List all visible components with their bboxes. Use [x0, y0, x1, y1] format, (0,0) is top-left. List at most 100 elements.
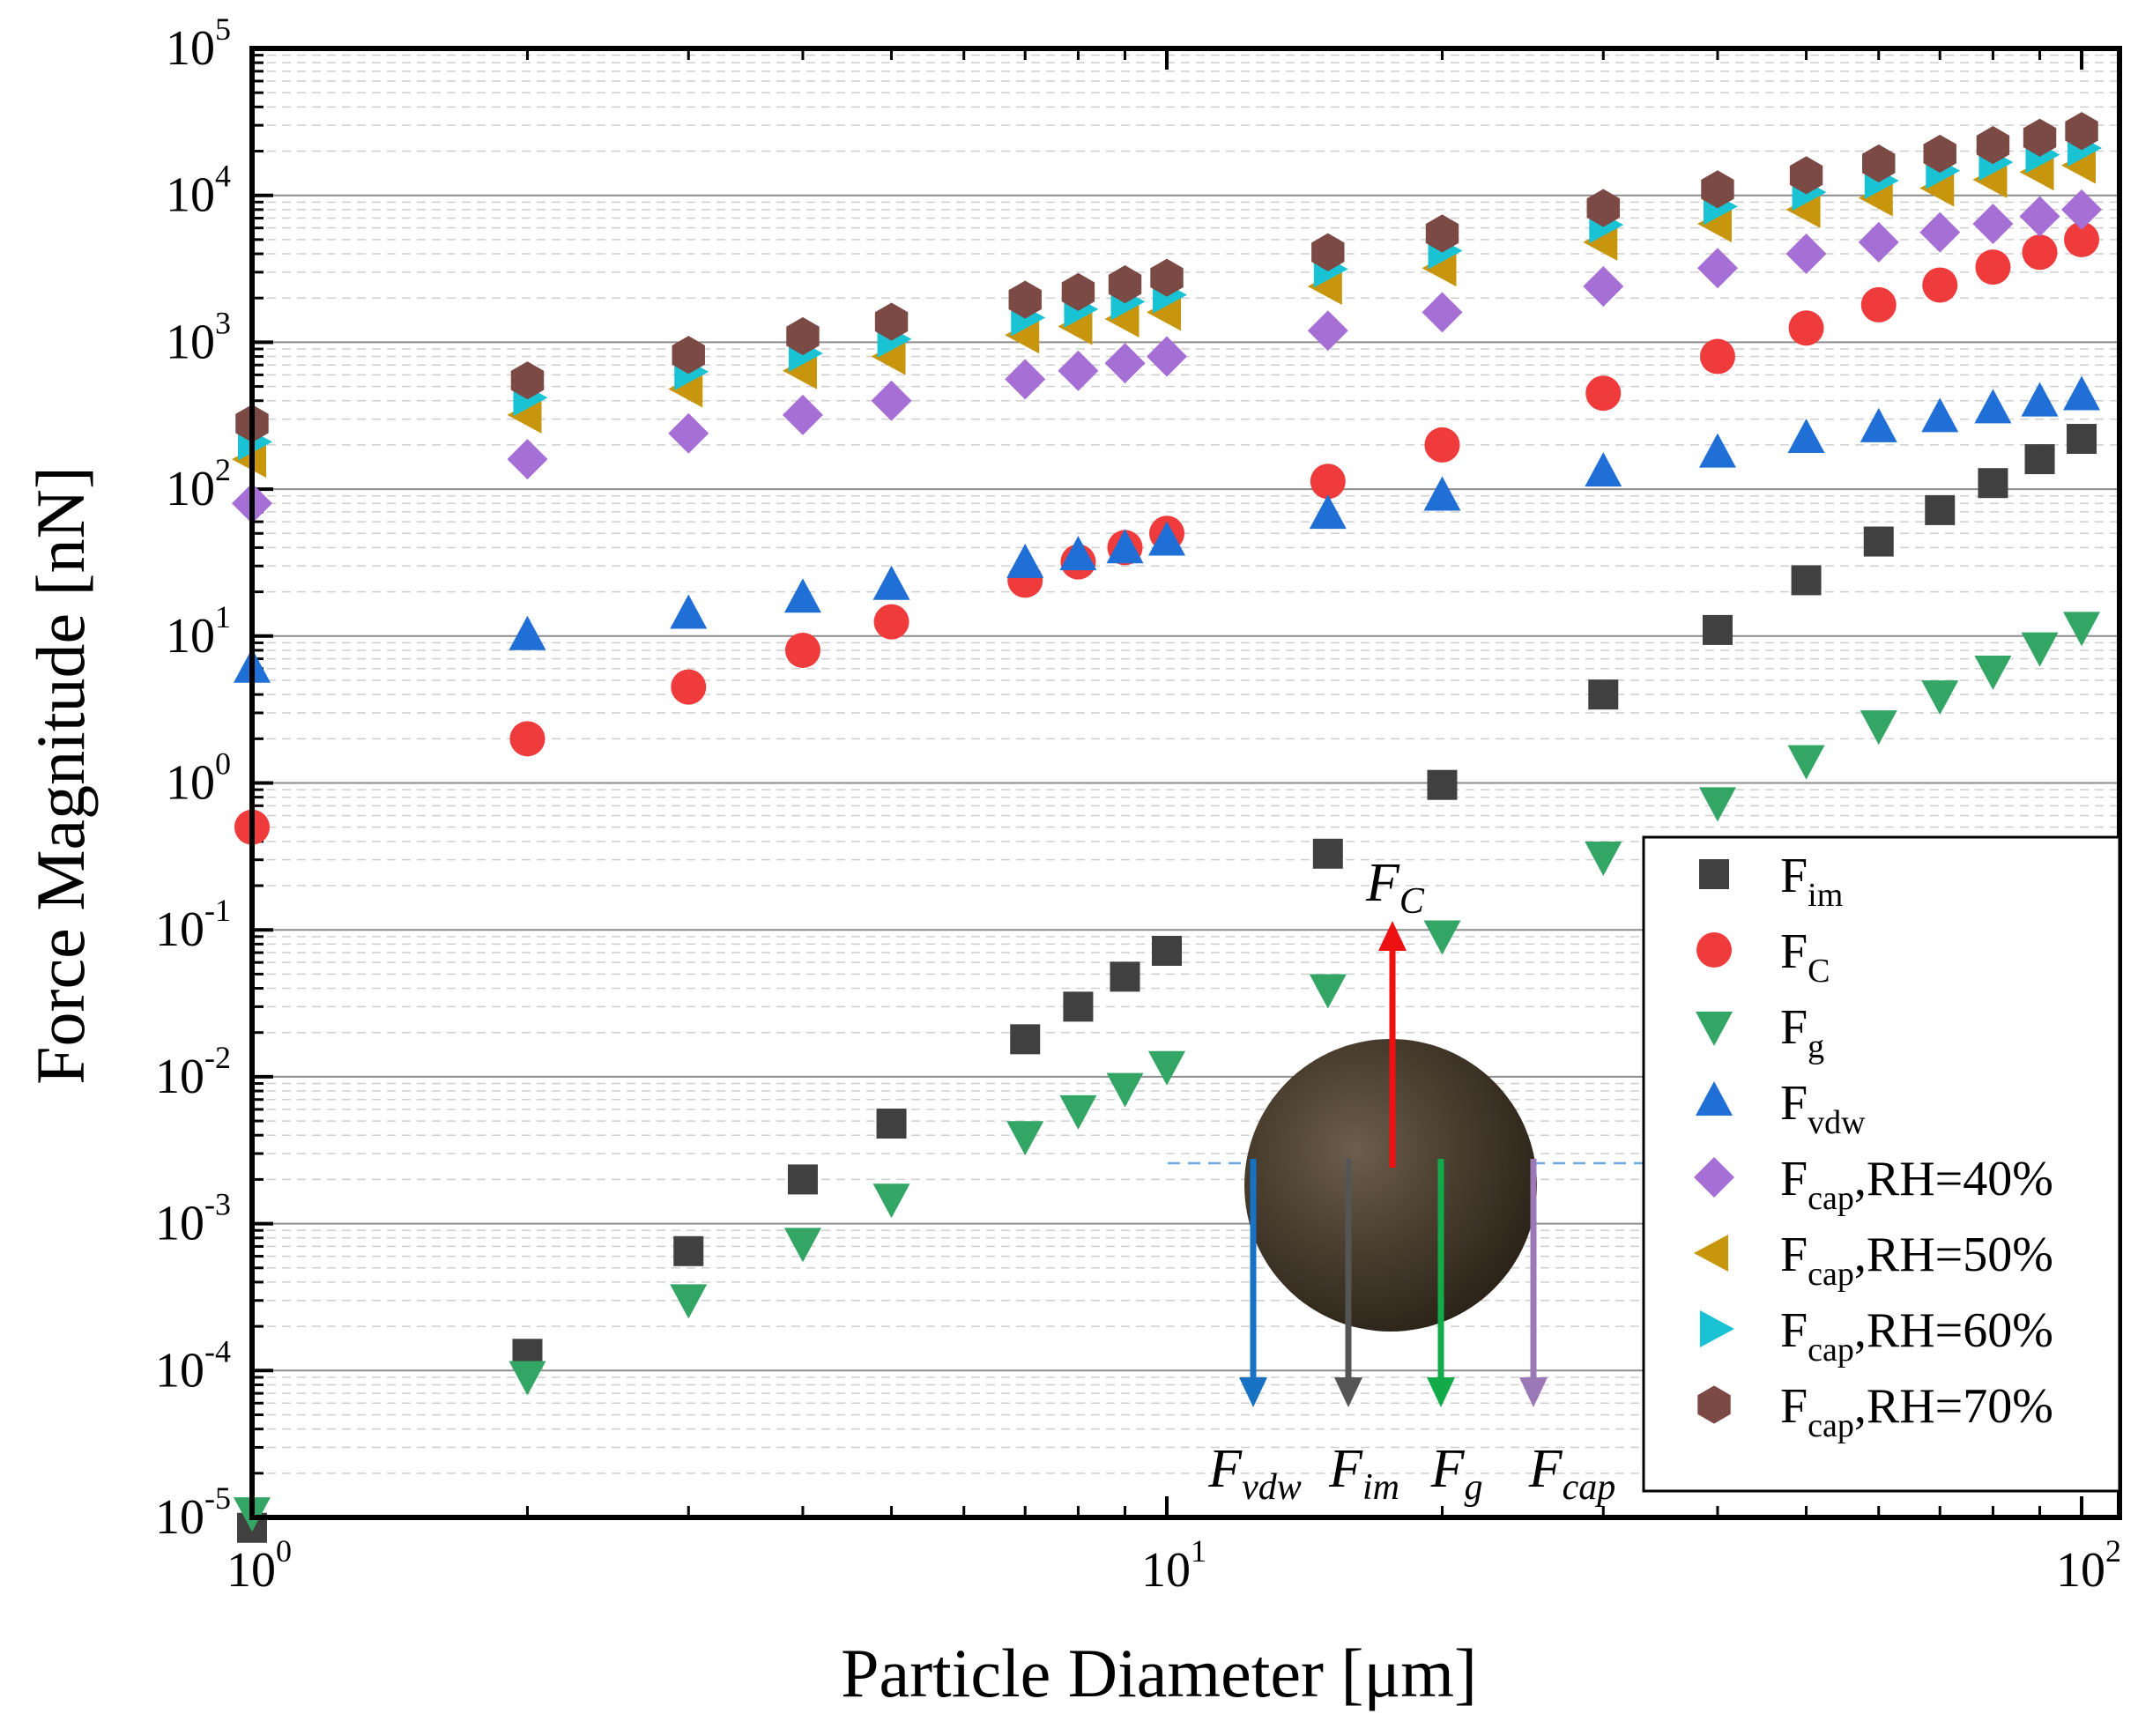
y-axis-title: Force Magnitude [nN]	[22, 466, 99, 1085]
data-point	[509, 1361, 546, 1396]
series-cap-rh40	[232, 189, 2103, 524]
data-point	[1059, 536, 1097, 571]
data-point	[782, 352, 817, 389]
legend-entry: Fcap,RH=50%	[1780, 1228, 2053, 1293]
data-point	[1310, 464, 1346, 500]
fc-arrow	[1378, 921, 1407, 1168]
x-tick-label: 100	[226, 1533, 292, 1598]
legend-marker	[1696, 1081, 1733, 1116]
data-point	[1860, 286, 1897, 323]
data-point	[1150, 258, 1184, 297]
data-point	[1860, 710, 1897, 746]
data-point	[1925, 494, 1956, 525]
y-tick-label: 101	[166, 599, 231, 664]
data-point	[1008, 280, 1042, 319]
data-point	[787, 1164, 818, 1195]
data-point	[1059, 1094, 1097, 1130]
data-point	[1862, 144, 1896, 183]
data-point	[1583, 266, 1624, 308]
data-markers	[232, 112, 2103, 1543]
data-point	[1422, 249, 1457, 287]
data-point	[2023, 118, 2057, 157]
y-tick-label: 10-4	[155, 1333, 231, 1398]
data-point	[1863, 526, 1894, 557]
data-point	[1309, 974, 1347, 1009]
data-point	[783, 1228, 821, 1263]
data-point	[1858, 221, 1899, 263]
data-point	[872, 1183, 910, 1219]
data-point	[1972, 204, 2014, 245]
data-point	[1307, 310, 1348, 352]
data-point	[783, 578, 821, 613]
legend-marker	[1694, 1157, 1734, 1198]
data-point	[1791, 565, 1822, 596]
data-point	[1787, 745, 1825, 780]
particle-force-diagram: FC Fvdw Fim Fg Fcap	[1168, 853, 1644, 1508]
data-point	[1860, 407, 1897, 442]
data-point	[1309, 494, 1347, 530]
x-tick-labels: 100 101 102	[226, 1533, 2121, 1598]
data-point	[1005, 316, 1040, 354]
y-tick-label: 100	[166, 746, 231, 811]
data-point	[2064, 221, 2100, 257]
data-point	[1152, 935, 1183, 966]
data-point	[786, 316, 820, 356]
x-axis-title: Particle Diameter [μm]	[841, 1635, 1477, 1711]
data-point	[1110, 961, 1140, 992]
y-tick-label: 10-2	[155, 1040, 231, 1104]
series-im	[237, 424, 2097, 1543]
fg-arrow	[1427, 1159, 1455, 1407]
data-point	[872, 565, 910, 600]
x-tick-label: 101	[1141, 1533, 1206, 1598]
data-point	[2019, 153, 2054, 191]
y-tick-label: 10-5	[155, 1480, 231, 1545]
data-point	[1586, 189, 1620, 227]
data-point	[1921, 680, 1959, 716]
data-point	[507, 396, 542, 434]
data-point	[1787, 419, 1825, 454]
series-g	[234, 612, 2101, 1532]
data-point	[1104, 343, 1146, 384]
data-point	[1785, 190, 1821, 228]
data-point	[1424, 427, 1460, 463]
data-point	[2061, 189, 2103, 230]
data-point	[1975, 249, 2011, 286]
data-point	[1858, 179, 1893, 217]
data-point	[2021, 382, 2059, 417]
data-point	[1702, 614, 1733, 645]
fvdw-arrow	[1239, 1159, 1267, 1407]
legend-marker	[1696, 1012, 1733, 1046]
data-point	[1785, 234, 1827, 275]
data-point	[1148, 1050, 1186, 1086]
y-tick-label: 104	[166, 159, 231, 223]
data-point	[2063, 612, 2101, 647]
data-point	[874, 302, 909, 341]
data-point	[1058, 350, 1099, 391]
data-point	[2061, 146, 2097, 184]
data-point	[1427, 769, 1458, 800]
legend-entry: Fcap,RH=40%	[1780, 1152, 2053, 1217]
data-point	[1010, 1024, 1041, 1055]
data-point	[1423, 476, 1461, 511]
data-point	[1698, 433, 1736, 468]
data-point	[871, 338, 906, 375]
data-point	[1058, 308, 1093, 345]
fim-label: Fim	[1328, 1439, 1399, 1508]
y-tick-label: 102	[166, 452, 231, 516]
legend-entry: Fvdw	[1780, 1076, 1866, 1141]
data-point	[1006, 543, 1044, 578]
fcap-arrow	[1519, 1159, 1548, 1407]
data-point	[2024, 444, 2055, 475]
data-point	[782, 394, 823, 435]
data-point	[876, 1109, 907, 1139]
data-point	[1148, 521, 1186, 556]
data-point	[1583, 223, 1618, 261]
data-point	[1585, 375, 1622, 412]
data-point	[671, 669, 707, 705]
fvdw-label: Fvdw	[1207, 1439, 1302, 1508]
data-point	[1006, 1121, 1044, 1156]
data-point	[2021, 632, 2059, 667]
y-tick-labels: 10-5 10-4 10-3 10-2 10-1 100 101 102 103 104 105	[155, 11, 231, 1545]
series-cap-rh50	[232, 146, 2097, 479]
